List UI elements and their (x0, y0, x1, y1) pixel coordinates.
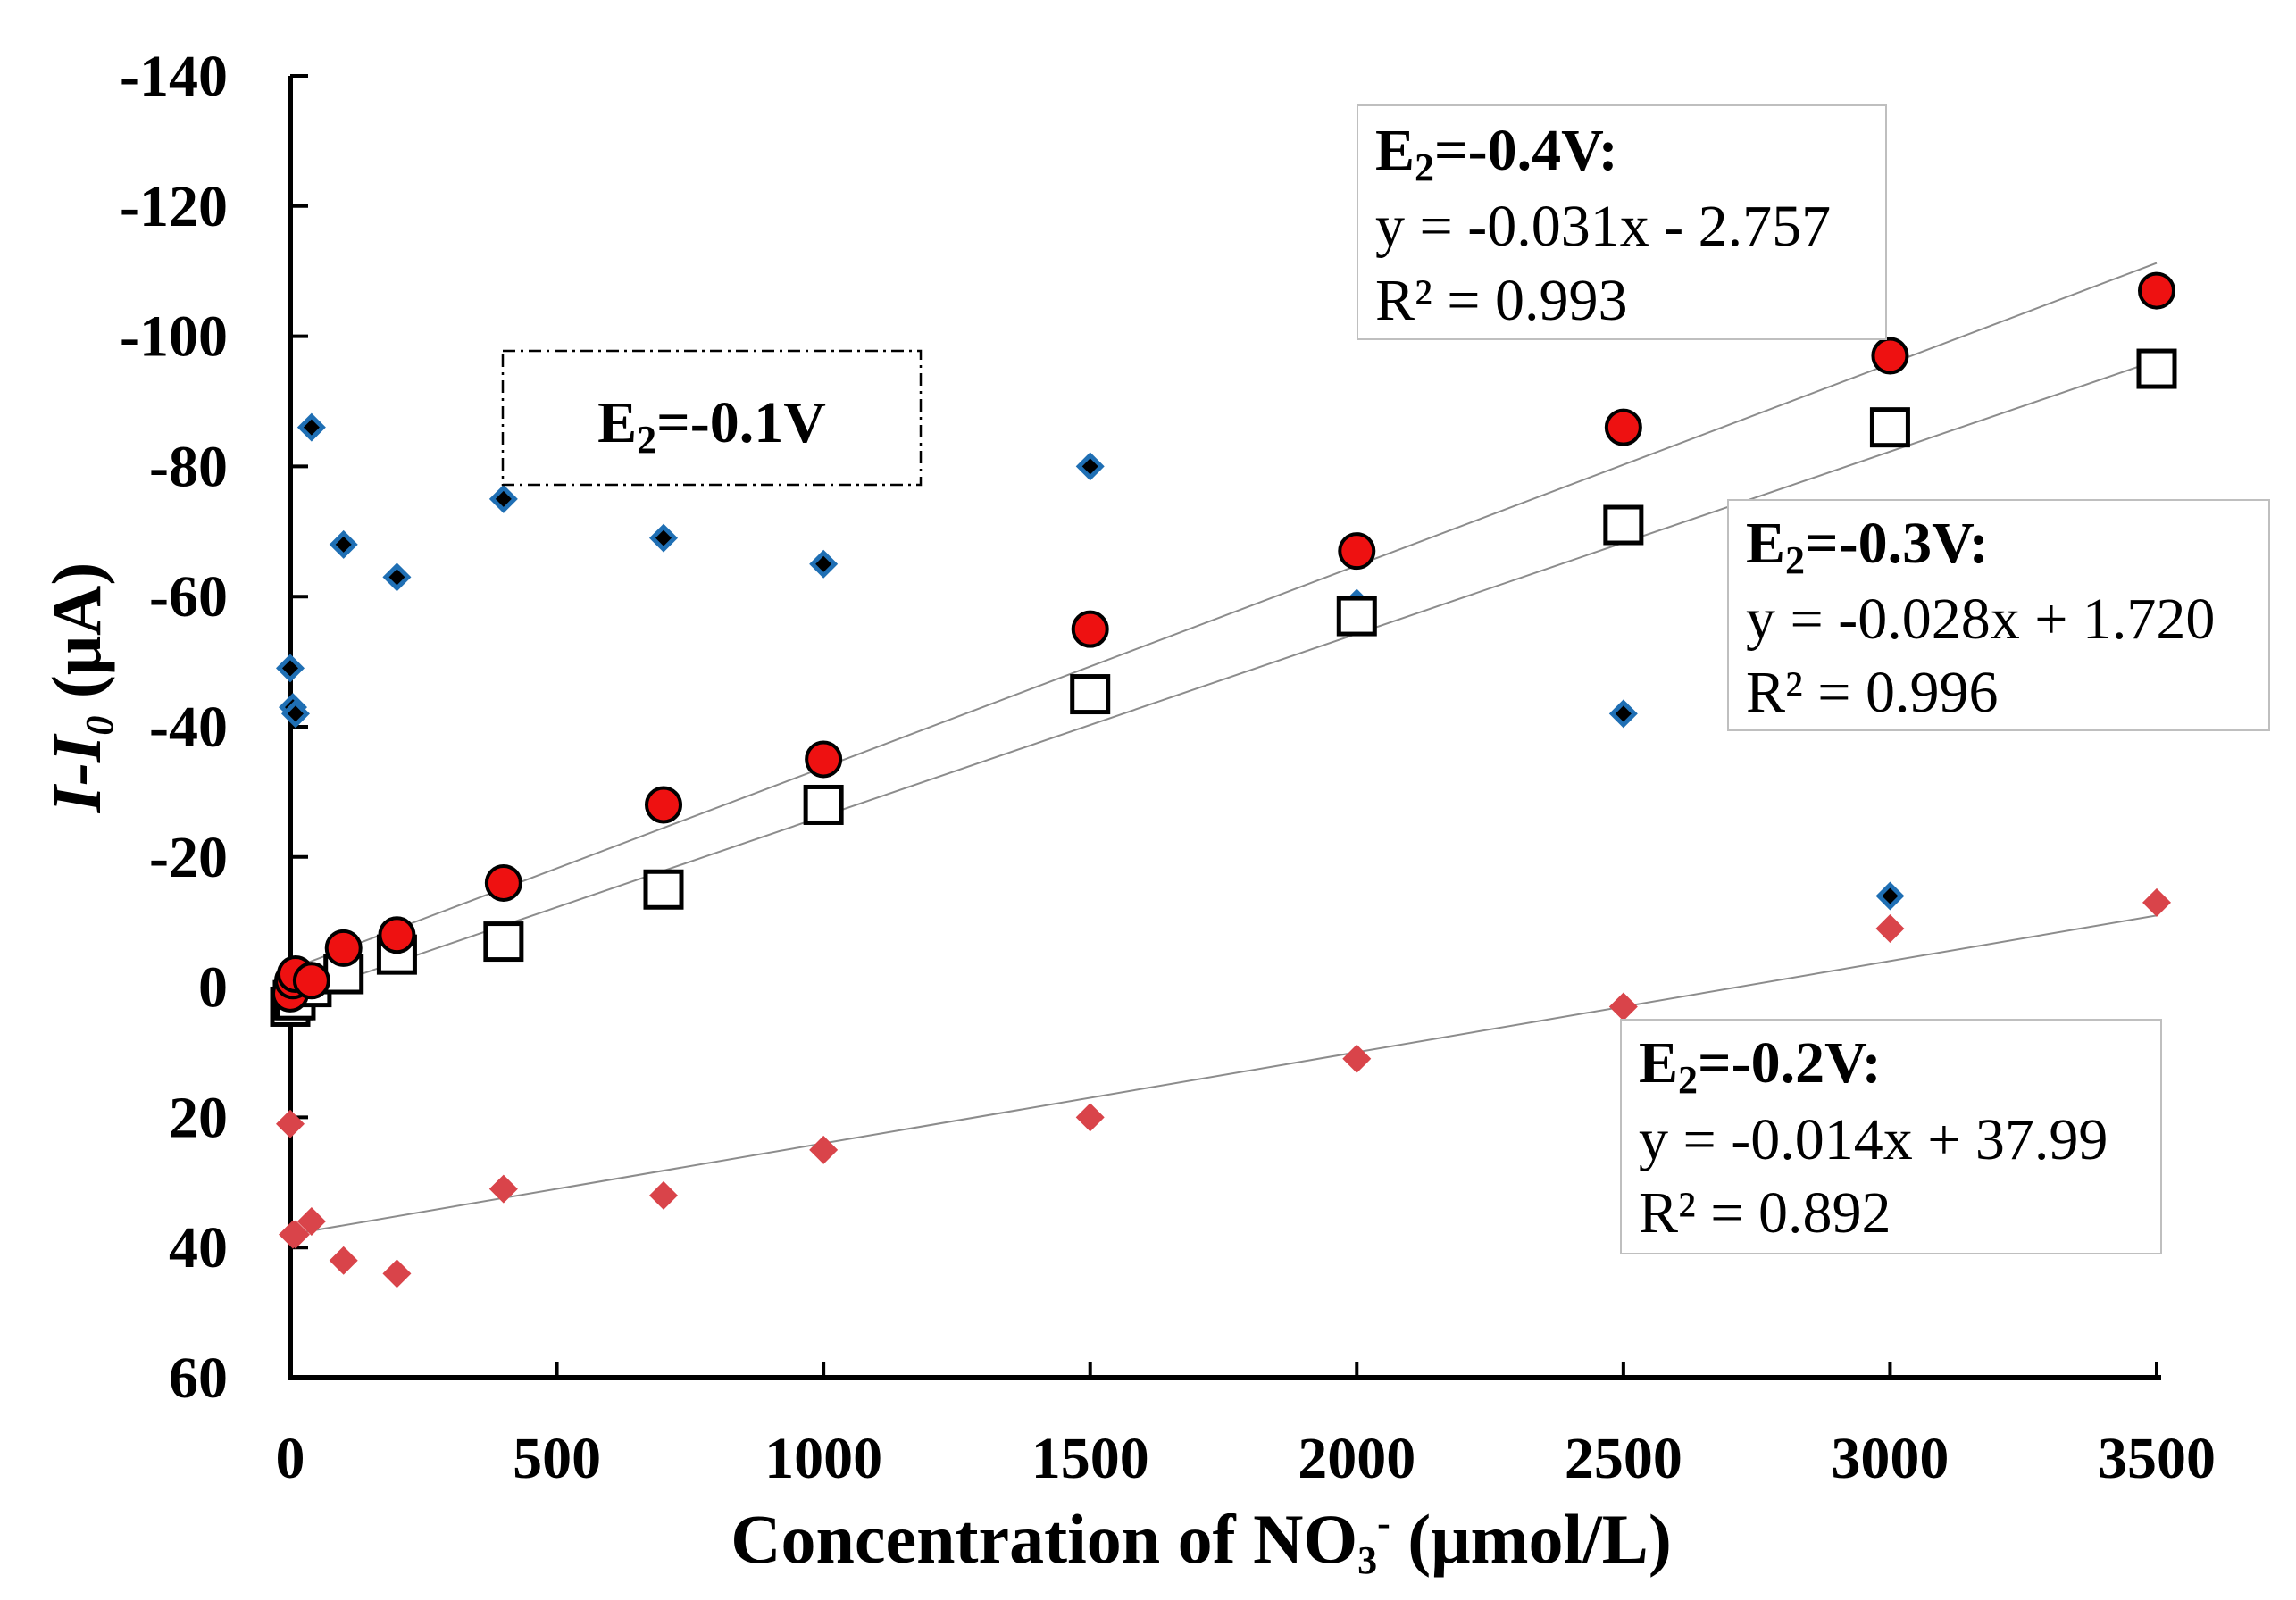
point-e04 (1604, 408, 1642, 446)
y-tick-label: -100 (120, 304, 228, 370)
point-e03 (2136, 348, 2177, 389)
y-tick-label: -140 (120, 44, 228, 109)
svg-text:y = -0.031x - 2.757: y = -0.031x - 2.757 (1375, 194, 1831, 259)
series-e04 (271, 271, 2175, 1012)
x-tick-label: 3500 (2098, 1426, 2216, 1491)
annotation-e02: E2=-0.2V: y = -0.014x + 37.99 R² = 0.892 (1620, 1019, 2162, 1254)
point-e01-core (815, 555, 832, 572)
fit-lines (289, 262, 2158, 1236)
point-e04 (645, 786, 682, 824)
svg-text:R² = 0.993: R² = 0.993 (1375, 268, 1628, 333)
point-e03 (483, 921, 524, 962)
point-e02 (809, 1135, 839, 1164)
data-points (270, 271, 2177, 1288)
point-e03 (1336, 596, 1377, 637)
y-tick-label: -120 (120, 174, 228, 239)
point-e01-core (303, 419, 320, 436)
x-tick-label: 3000 (1831, 1426, 1949, 1491)
svg-text:R² = 0.892: R² = 0.892 (1639, 1180, 1891, 1246)
x-tick-label: 1500 (1031, 1426, 1149, 1491)
point-e02 (1075, 1103, 1105, 1132)
point-e03 (643, 869, 684, 910)
annotation-e03: E2=-0.3V: y = -0.028x + 1.720 R² = 0.996 (1727, 499, 2270, 731)
point-e04 (805, 740, 843, 779)
annotation-e01: E2=-0.1V (501, 349, 923, 487)
svg-text:y = -0.028x + 1.720: y = -0.028x + 1.720 (1746, 587, 2215, 652)
point-e04 (484, 863, 522, 902)
point-e03 (1070, 674, 1111, 715)
ticks: 0 500 1000 1500 2000 2500 3000 3500 -140 -120 -100… (120, 44, 2216, 1491)
annotation-e04: E2=-0.4V: y = -0.031x - 2.757 R² = 0.993 (1357, 104, 1887, 340)
x-tick-label: 2000 (1298, 1426, 1415, 1491)
point-e01-core (388, 569, 405, 586)
point-e04 (378, 916, 416, 954)
y-tick-label: 40 (169, 1215, 228, 1280)
y-tick-label: -60 (149, 564, 228, 629)
point-e04 (1338, 532, 1376, 571)
svg-text:E2=-0.4V:: E2=-0.4V: (1375, 118, 1618, 189)
point-e01-core (1081, 458, 1098, 475)
point-e01-core (1882, 888, 1899, 904)
point-e01-core (655, 529, 672, 546)
x-tick-label: 2500 (1565, 1426, 1682, 1491)
x-tick-label: 500 (513, 1426, 601, 1491)
y-tick-label: 60 (169, 1346, 228, 1411)
y-tick-label: -80 (149, 434, 228, 499)
svg-text:y = -0.014x + 37.99: y = -0.014x + 37.99 (1639, 1107, 2108, 1172)
point-e02 (296, 1207, 326, 1237)
point-e02 (276, 1109, 305, 1138)
point-e02 (2142, 888, 2171, 917)
point-e02 (1875, 913, 1905, 943)
point-e01-core (1615, 705, 1632, 722)
fit-line-e04 (289, 262, 2158, 971)
point-e04 (292, 962, 330, 1000)
fit-line-e03 (289, 359, 2158, 1000)
point-e04 (324, 929, 363, 967)
x-tick-label: 1000 (764, 1426, 882, 1491)
point-e01-core (282, 660, 298, 677)
svg-text:E2=-0.2V:: E2=-0.2V: (1639, 1030, 1882, 1102)
point-e03 (803, 784, 844, 825)
fit-line-e02 (289, 914, 2158, 1236)
x-tick-label: 0 (276, 1426, 305, 1491)
point-e02 (382, 1259, 412, 1288)
point-e02 (488, 1174, 518, 1204)
y-axis-title: I-I0 (μA) (38, 562, 121, 814)
point-e01-core (335, 536, 352, 553)
x-axis-title: Concentration of NO3- (μmol/L) (731, 1500, 1672, 1582)
point-e04 (1071, 610, 1109, 648)
svg-text:E2=-0.1V: E2=-0.1V (597, 390, 826, 462)
series-e02 (276, 888, 2171, 1288)
point-e02 (280, 1220, 310, 1249)
point-e02 (1608, 992, 1638, 1021)
point-e04 (2138, 271, 2175, 310)
point-e03 (1869, 407, 1910, 448)
y-tick-label: -20 (149, 825, 228, 890)
svg-text:E2=-0.3V:: E2=-0.3V: (1746, 511, 1989, 582)
point-e02 (329, 1246, 358, 1275)
point-e01-core (495, 490, 512, 507)
y-tick-label: -40 (149, 695, 228, 760)
point-e02 (649, 1180, 678, 1210)
svg-text:R² = 0.996: R² = 0.996 (1746, 660, 1999, 725)
y-tick-label: 0 (198, 955, 228, 1021)
y-tick-label: 20 (169, 1085, 228, 1150)
point-e04 (1871, 337, 1909, 375)
point-e03 (1603, 504, 1644, 546)
point-e01-core (287, 705, 304, 722)
point-e02 (1342, 1044, 1372, 1073)
